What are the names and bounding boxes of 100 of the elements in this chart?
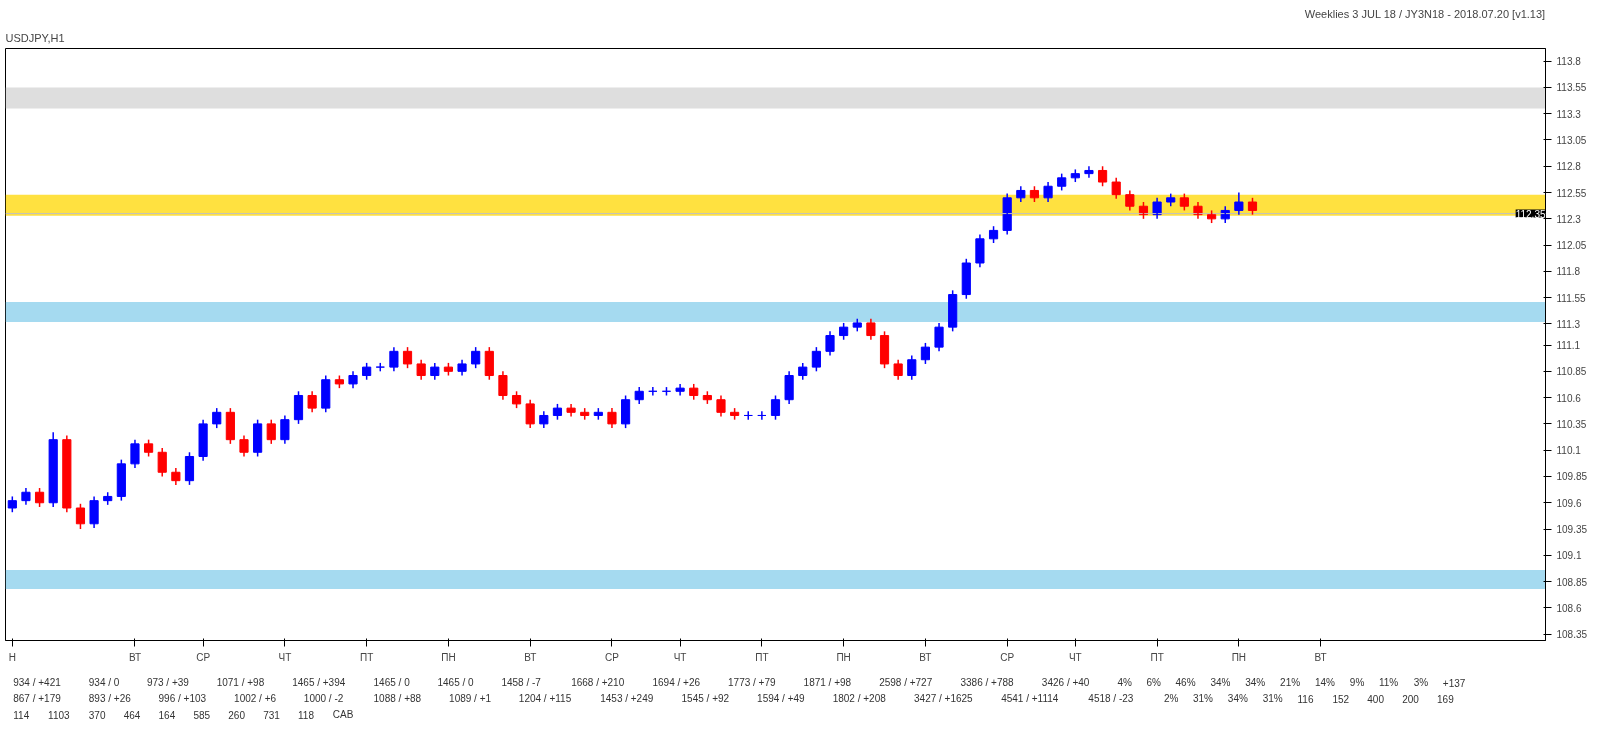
text: 34%: [1227, 693, 1248, 704]
text: 6%: [1146, 677, 1162, 688]
y-tick-label: 111.1: [1556, 340, 1581, 352]
y-tick-label: 108.35: [1556, 629, 1588, 641]
text: 118: [298, 709, 315, 721]
text: 1465 / 0: [437, 677, 475, 688]
text: 1694 / +26: [652, 677, 701, 688]
y-tick-label: 109.1: [1556, 550, 1582, 562]
x-tick-label: ПН: [441, 651, 456, 663]
text: 34%: [1245, 677, 1266, 688]
x-tick-label: ВТ: [919, 651, 932, 663]
y-tick-label: 110.6: [1556, 392, 1582, 404]
x-tick-label: Н: [8, 651, 16, 663]
y-tick-label: 113.55: [1556, 82, 1587, 94]
candlestick: [539, 410, 549, 429]
candlestick: [675, 383, 685, 397]
candlestick: [430, 362, 440, 381]
y-tick-label: 111.55: [1556, 292, 1587, 304]
y-tick-label: 112.05: [1556, 240, 1587, 252]
text: 1465 / +394: [292, 677, 346, 688]
y-tick-label: 112.3: [1556, 213, 1582, 225]
text: 4%: [1117, 677, 1132, 688]
text: 260: [228, 709, 246, 721]
text: 11%: [1378, 677, 1399, 688]
text: 1773 / +79: [728, 677, 777, 688]
text: 164: [158, 709, 176, 721]
y-tick-label: 109.35: [1556, 524, 1588, 536]
text: 400: [1367, 693, 1385, 705]
x-tick-label: СР: [196, 651, 211, 663]
y-tick-label: 113.3: [1556, 108, 1582, 120]
candlestick: [212, 407, 222, 429]
text: 1000 / -2: [303, 693, 344, 704]
text: 1002 / +6: [234, 693, 277, 704]
text: 152: [1332, 693, 1350, 705]
y-tick-label: 110.35: [1556, 418, 1587, 430]
candlestick: [566, 403, 576, 418]
text: 4541 / +1114: [1001, 693, 1059, 704]
y-tick-label: 113.8: [1556, 56, 1582, 68]
candlestick: [239, 434, 249, 458]
candlestick: [716, 394, 726, 418]
text: 2598 / +727: [879, 677, 933, 688]
y-tick-label: 113.05: [1556, 134, 1587, 146]
text: 867 / +179: [13, 693, 62, 704]
text: 3386 / +788: [960, 677, 1015, 688]
x-tick-label: ЧТ: [278, 651, 292, 663]
text: 893 / +26: [88, 693, 132, 704]
ref-line-label: 112.35: [1515, 208, 1546, 220]
text: 1071 / +98: [216, 677, 265, 688]
text: 1802 / +208: [832, 693, 887, 704]
y-tick-label: 110.1: [1556, 445, 1582, 457]
text: 31%: [1262, 693, 1283, 704]
text: 1668 / +210: [571, 677, 625, 688]
y-tick-label: 110.85: [1556, 366, 1587, 378]
candlestick: [348, 370, 358, 389]
x-tick-label: ЧТ: [673, 651, 687, 663]
text: 934 / +421: [13, 677, 62, 688]
text: 996 / +103: [158, 693, 207, 704]
text: 14%: [1314, 677, 1336, 688]
text: 370: [88, 709, 106, 721]
x-tick-label: СР: [1000, 651, 1015, 663]
y-tick-label: 108.6: [1556, 602, 1582, 614]
x-tick-label: ВТ: [524, 651, 537, 663]
text: 34%: [1210, 677, 1231, 688]
text: 200: [1402, 693, 1420, 705]
y-tick-label: 111.3: [1556, 319, 1581, 330]
candlestick: [920, 342, 930, 365]
text: 464: [123, 709, 141, 721]
x-tick-label: ПТ: [1150, 651, 1164, 663]
x-tick-label: ПТ: [755, 651, 769, 663]
candlestick: [1234, 191, 1244, 216]
chart-title: USDJPY,H1: [5, 31, 65, 44]
candlestick: [402, 346, 413, 369]
text: 1103: [48, 709, 71, 721]
y-tick-label: 111.8: [1556, 266, 1581, 278]
candlestick: [457, 359, 467, 377]
text: CAB: [332, 709, 354, 720]
candlestick: [471, 346, 481, 369]
y-tick-label: 112.8: [1556, 161, 1582, 173]
text: 934 / 0: [88, 677, 120, 688]
text: 116: [1297, 693, 1314, 705]
x-tick-label: СР: [605, 651, 620, 663]
text: 1545 / +92: [681, 693, 730, 704]
text: 3427 / +1625: [914, 693, 974, 704]
text: 731: [263, 709, 281, 721]
text: +137: [1442, 677, 1466, 689]
x-tick-label: ВТ: [128, 651, 142, 663]
text: 585: [193, 709, 211, 721]
candlestick: [621, 394, 631, 429]
x-tick-label: ПН: [1231, 651, 1247, 663]
y-tick-label: 108.85: [1556, 576, 1588, 588]
text: 1204 / +115: [518, 693, 572, 704]
y-tick-label: 112.55: [1556, 187, 1587, 199]
text: 1458 / -7: [501, 677, 542, 688]
text: 169: [1437, 693, 1455, 705]
text: 31%: [1192, 693, 1214, 704]
text: 1871 / +98: [803, 677, 852, 688]
text: 4518 / -23: [1088, 693, 1134, 704]
x-tick-label: ВТ: [1314, 651, 1327, 663]
text: 1453 / +249: [600, 693, 654, 704]
x-tick-label: ПН: [836, 651, 851, 663]
